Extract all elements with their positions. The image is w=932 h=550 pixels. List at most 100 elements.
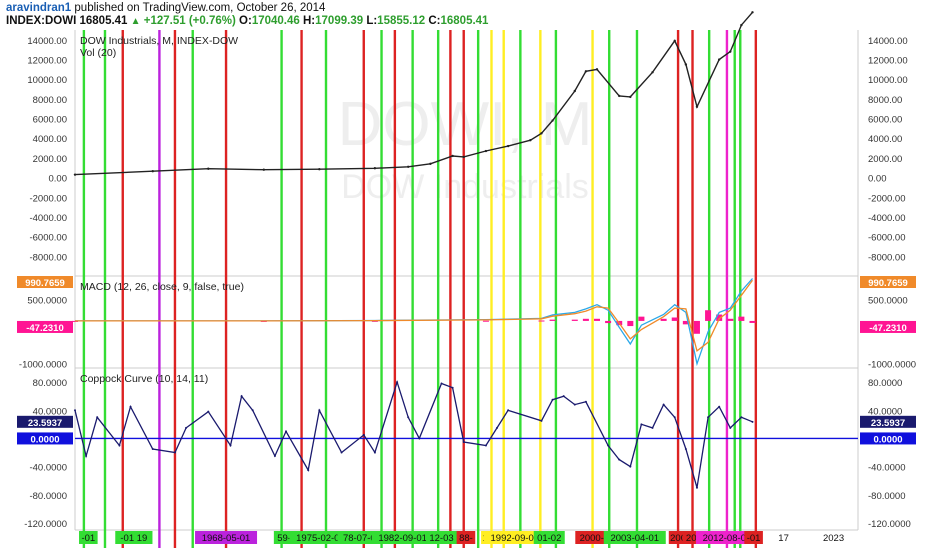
time-axis-label: -01 xyxy=(747,533,761,544)
macd-histogram-bar xyxy=(605,320,612,324)
time-axis-label: 2000-01 xyxy=(580,533,615,544)
coppock-point xyxy=(240,395,243,398)
time-axis-label: 1992-09-01 xyxy=(491,533,540,544)
price-point xyxy=(629,95,632,99)
open-label: O: xyxy=(239,15,252,27)
coppock-point xyxy=(740,416,743,419)
coppock-point xyxy=(484,444,487,447)
low-label: L: xyxy=(366,15,378,27)
time-axis-label: 1982-09-01 xyxy=(378,533,427,544)
time-axis-label: 2012-08-01 xyxy=(703,533,752,544)
coppock-point xyxy=(340,451,343,454)
high-label: H: xyxy=(303,15,316,27)
price-point xyxy=(529,139,532,142)
last-price: 16805.41 xyxy=(79,15,128,27)
pane-title-macd: MACD (12, 26, close, 9, false, true) xyxy=(80,281,244,293)
time-axis-label: 78-07-0 xyxy=(343,533,376,544)
coppock-point xyxy=(229,444,232,447)
y-tick-label-left: 500.0000 xyxy=(27,296,67,307)
coppock-point xyxy=(507,409,510,412)
time-axis-label-bg xyxy=(79,531,98,544)
price-point xyxy=(373,167,377,170)
y-tick-label-right: -120.0000 xyxy=(868,519,911,530)
price-point xyxy=(573,89,576,93)
coppock-point xyxy=(729,426,732,429)
macd-value-badge-label-left: 990.7659 xyxy=(25,278,65,289)
price-point xyxy=(595,68,599,71)
watermark-symbol: DOWI, M xyxy=(338,90,593,159)
macd-value-badge-right xyxy=(860,276,916,288)
high-value: 17099.39 xyxy=(315,15,364,27)
coppock-point xyxy=(440,382,443,385)
histogram-value-badge-left xyxy=(17,320,73,333)
coppock-point xyxy=(540,419,543,422)
coppock-point xyxy=(373,451,376,454)
low-value: 15855.12 xyxy=(377,15,426,27)
publish-line: aravindran1 published on TradingView.com… xyxy=(6,2,325,14)
watermark-name: DOW Industrials xyxy=(341,168,589,206)
y-tick-label-left: 10000.00 xyxy=(27,75,67,86)
macd-histogram-bar xyxy=(482,320,489,322)
macd-histogram-bar xyxy=(538,320,545,322)
author-link[interactable]: aravindran1 xyxy=(6,2,72,14)
y-tick-label-left: 0.00 xyxy=(49,174,68,185)
price-point xyxy=(673,39,676,43)
coppock-point xyxy=(185,426,188,429)
macd-histogram-bar xyxy=(660,318,667,321)
macd-histogram-bar xyxy=(638,316,645,321)
time-axis-label: 1968-05-01 xyxy=(202,533,251,544)
price-point xyxy=(462,155,465,159)
macd-histogram-bar xyxy=(727,318,734,321)
y-tick-label-left: -1000.0000 xyxy=(19,360,67,371)
y-tick-label-right: 12000.00 xyxy=(868,56,908,67)
pane-title-price: DOW Industrials, M, INDEX-DOW xyxy=(80,35,238,47)
y-tick-label-left: -80.0000 xyxy=(29,491,67,502)
y-tick-label-left: -8000.00 xyxy=(29,252,67,263)
price-point xyxy=(695,105,699,108)
y-tick-label-right: 2000.00 xyxy=(868,154,902,165)
macd-histogram-bar xyxy=(749,320,756,323)
y-tick-label-left: -40.0000 xyxy=(29,463,67,474)
coppock-point xyxy=(285,430,288,433)
coppock-point xyxy=(418,437,421,440)
y-tick-label-right: 500.0000 xyxy=(868,296,908,307)
y-tick-label-right: -80.0000 xyxy=(868,491,906,502)
coppock-point xyxy=(707,416,710,419)
macd-histogram-bar xyxy=(571,319,578,321)
coppock-point xyxy=(396,381,399,384)
coppock-value-badge-label-right: 23.5937 xyxy=(871,418,905,429)
coppock-value-badge-label-left: 23.5937 xyxy=(28,418,62,429)
histogram-value-badge-label-right: -47.2310 xyxy=(869,323,907,334)
coppock-point xyxy=(573,403,576,406)
time-axis-label-bg xyxy=(456,531,476,544)
macd-histogram-bar xyxy=(682,320,689,325)
coppock-point xyxy=(118,444,121,447)
time-axis-label: 59-01 xyxy=(277,533,301,544)
time-axis-label-bg xyxy=(533,531,565,544)
coppock-point xyxy=(273,455,276,458)
price-change: +127.51 (+0.76%) xyxy=(143,15,236,27)
price-point xyxy=(540,132,543,135)
histogram-value-badge-label-left: -47.2310 xyxy=(26,323,64,334)
coppock-point xyxy=(607,444,610,447)
price-point xyxy=(262,168,266,171)
zero-value-badge-label-left: 0.0000 xyxy=(30,434,59,445)
time-axis-label-bg xyxy=(426,531,458,544)
price-point xyxy=(684,63,688,66)
macd-histogram-bar xyxy=(582,318,589,321)
y-tick-label-right: 10000.00 xyxy=(868,75,908,86)
price-point xyxy=(584,70,588,73)
time-axis-label: 2023 xyxy=(823,533,844,544)
price-point xyxy=(207,167,210,170)
y-tick-label-left: 2000.00 xyxy=(33,154,67,165)
price-point xyxy=(429,162,432,166)
time-axis-label-bg xyxy=(371,531,434,544)
coppock-point xyxy=(96,416,99,419)
pane-title-coppock: Coppock Curve (10, 14, 11) xyxy=(80,373,208,385)
price-point xyxy=(451,154,454,158)
time-axis-label-bg xyxy=(289,531,352,544)
close-label: C: xyxy=(428,15,441,27)
time-axis-label-bg xyxy=(115,531,153,544)
